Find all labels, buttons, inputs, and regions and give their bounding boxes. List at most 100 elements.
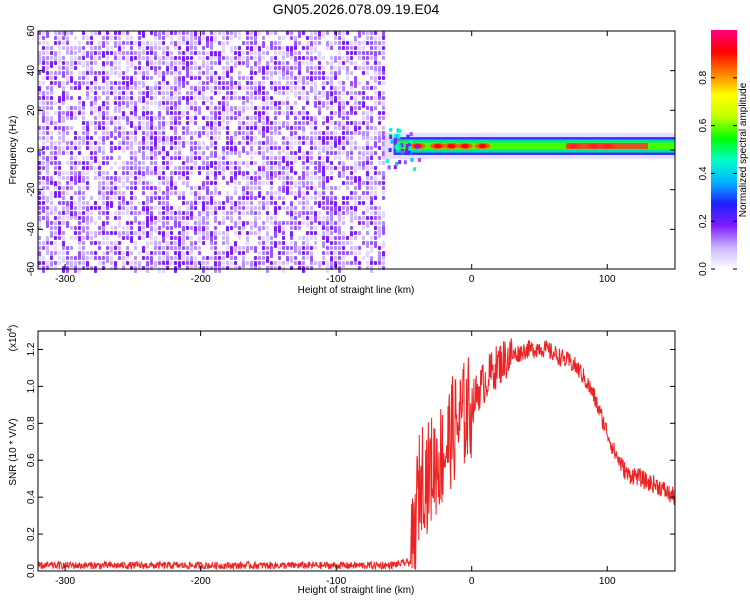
spectrogram-cell [222, 256, 225, 260]
spectrogram-cell [374, 221, 377, 225]
spectrogram-cell [214, 191, 217, 195]
signal-hotspot-core [478, 143, 487, 149]
spectrogram-cell [346, 91, 349, 95]
spectrogram-cell [50, 196, 53, 200]
spectrogram-cell [162, 191, 165, 195]
spectrogram-cell [294, 226, 297, 230]
spectrogram-cell [346, 166, 349, 170]
spectrogram-cell [106, 196, 109, 200]
spectrogram-cell [130, 41, 133, 45]
spectrogram-cell [178, 46, 181, 50]
spectrogram-cell [370, 111, 373, 115]
spectrogram-signal-band [382, 127, 675, 172]
spectrogram-cell [110, 141, 113, 145]
spectrogram-cell [46, 206, 49, 210]
spectrogram-cell [374, 216, 377, 220]
spectrogram-cell [134, 86, 137, 90]
spectrogram-cell [206, 181, 209, 185]
spectrogram-cell [254, 246, 257, 253]
spectrogram-cell [82, 201, 85, 205]
spectrogram-cell [42, 146, 45, 150]
spectrogram-cell [102, 241, 105, 245]
spectrogram-cell [42, 136, 45, 140]
spectrogram-cell [198, 81, 201, 85]
spectrogram-cell [266, 181, 269, 185]
spectrogram-cell [86, 96, 89, 100]
spectrogram-cell [106, 161, 109, 165]
spectrogram-cell [78, 141, 81, 145]
spectrogram-cell [358, 186, 361, 190]
spectrogram-cell [90, 211, 93, 215]
spectrogram-cell [174, 96, 177, 100]
spectrogram-cell [366, 126, 369, 130]
spectrogram-cell [214, 121, 217, 125]
spectrogram-cell [126, 96, 129, 100]
spectrogram-cell [118, 231, 121, 238]
spectrogram-cell [382, 81, 385, 85]
spectrogram-cell [134, 166, 137, 170]
spectrogram-cell [222, 251, 225, 255]
spectrogram-cell [182, 61, 185, 65]
spectrogram-cell [158, 106, 161, 110]
spectrogram-cell [382, 176, 385, 180]
spectrogram-cell [258, 191, 261, 198]
spectrogram-cell [110, 166, 113, 170]
spectrogram-cell [342, 211, 345, 215]
spectrogram-cell [318, 191, 321, 198]
spectrogram-cell [250, 71, 253, 75]
spectrogram-cell [358, 251, 361, 255]
spectrogram-cell [70, 71, 73, 75]
spectrogram-cell [278, 86, 281, 90]
spectrogram-cell [130, 111, 133, 115]
spectrogram-cell [170, 186, 173, 190]
spectrogram-cell [358, 196, 361, 200]
spectrogram-cell [146, 156, 149, 160]
spectrogram-cell [138, 116, 141, 120]
spectrogram-cell [106, 221, 109, 225]
spectrogram-cell [170, 51, 173, 55]
spectrogram-cell [354, 236, 357, 240]
spectrogram-cell [330, 151, 333, 155]
spectrogram-cell [106, 231, 109, 235]
spectrogram-cell [378, 231, 381, 238]
spectrogram-cell [166, 156, 169, 160]
spectrogram-cell [198, 66, 201, 70]
spectrogram-cell [190, 86, 193, 90]
spectrogram-cell [146, 221, 149, 228]
spectrogram-cell [238, 46, 241, 50]
spectrogram-cell [242, 141, 245, 145]
spectrogram-cell [210, 256, 213, 260]
spectrogram-cell [334, 256, 337, 260]
spectrogram-cell [46, 126, 49, 130]
spectrogram-cell [42, 261, 45, 265]
spectrogram-cell [130, 36, 133, 40]
spectrogram-cell [94, 221, 97, 225]
spectrogram-cell [158, 151, 161, 155]
spectrogram-cell [378, 221, 381, 225]
spectrogram-cell [198, 146, 201, 150]
spectrogram-cell [334, 196, 337, 200]
spectrogram-cell [322, 146, 325, 153]
spectrogram-cell [134, 56, 137, 60]
spectrogram-cell [366, 51, 369, 55]
spectrogram-cell [270, 236, 273, 240]
spectrogram-cell [322, 86, 325, 90]
spectrogram-cell [90, 216, 93, 223]
spectrogram-cell [150, 196, 153, 203]
spectrogram-cell [318, 181, 321, 188]
spectrogram-cell [90, 236, 93, 240]
spectrogram-cell [82, 176, 85, 183]
spectrogram-cell [326, 251, 329, 255]
spectrogram-cell [90, 86, 93, 93]
snr-scale-factor: (x104) [7, 325, 19, 352]
spectrogram-cell [82, 126, 85, 130]
spectrogram-cell [110, 176, 113, 180]
spectrogram-cell [250, 201, 253, 205]
spectrogram-cell [130, 146, 133, 150]
spectrogram-cell [134, 66, 137, 70]
spectrogram-cell [38, 131, 41, 135]
spectrogram-cell [266, 176, 269, 180]
spectrogram-cell [234, 231, 237, 235]
spectrogram-cell [306, 256, 309, 260]
spectrogram-cell [174, 256, 177, 260]
